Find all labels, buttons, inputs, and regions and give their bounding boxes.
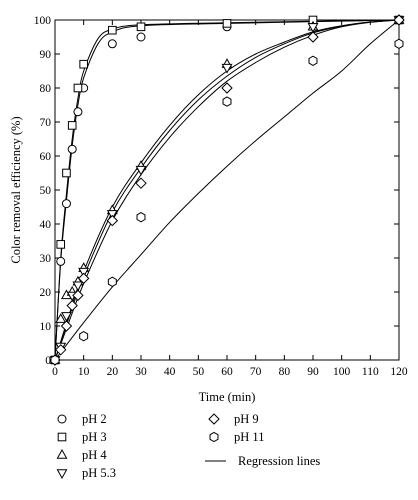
legend-label: pH 4 xyxy=(82,448,107,462)
marker-triangle-down xyxy=(78,267,90,278)
legend-label: pH 11 xyxy=(234,430,264,444)
y-tick-label: 60 xyxy=(40,151,52,163)
marker-triangle-down xyxy=(135,165,147,176)
marker-hexagon xyxy=(79,331,89,342)
marker-circle xyxy=(67,144,77,154)
marker-square xyxy=(73,83,83,93)
legend: pH 2 pH 3 pH 4 pH 5.3 pH 9 pH 11 Regression li… xyxy=(56,412,320,480)
x-tick-label: 10 xyxy=(78,366,90,378)
marker-diamond xyxy=(221,82,233,94)
y-tick-label: 100 xyxy=(34,15,52,27)
marker-square xyxy=(222,19,232,28)
x-tick-label: 80 xyxy=(279,366,291,378)
legend-label: pH 3 xyxy=(82,430,107,444)
marker-hexagon xyxy=(136,212,146,223)
y-tick-label: 20 xyxy=(40,287,52,299)
y-axis-title: Color removal efficiency (%) xyxy=(9,116,23,263)
x-tick-label: 90 xyxy=(307,366,319,378)
marker-hexagon xyxy=(394,38,404,49)
marker-square xyxy=(56,240,66,249)
marker-circle xyxy=(61,199,71,209)
marker-triangle-down xyxy=(307,23,319,33)
tick-labels: 0 10 20 30 40 50 60 70 80 90 100 110 120 0 10 20 30 40 50 6… xyxy=(34,15,408,378)
x-tick-label: 120 xyxy=(390,366,408,378)
x-tick-label: 40 xyxy=(164,366,176,378)
x-axis-title: Time (min) xyxy=(199,390,256,404)
marker-diamond xyxy=(77,272,90,285)
legend-marker xyxy=(208,413,220,425)
x-tick-label: 50 xyxy=(193,366,205,378)
marker-hexagon xyxy=(107,276,117,287)
x-tick-label: 110 xyxy=(362,366,379,378)
marker-diamond xyxy=(307,31,319,43)
x-tick-label: 30 xyxy=(135,366,147,378)
marker-hexagon xyxy=(222,96,232,107)
marker-circle xyxy=(136,32,146,42)
legend-label: pH 2 xyxy=(82,412,107,426)
marker-hexagon xyxy=(308,55,318,66)
y-tick-label: 10 xyxy=(40,321,52,333)
x-tick-label: 20 xyxy=(107,366,119,378)
legend-label-regression: Regression lines xyxy=(238,454,320,468)
y-tick-label: 30 xyxy=(40,253,52,265)
legend-label: pH 9 xyxy=(234,412,259,426)
legend-marker xyxy=(57,414,67,424)
y-tick-label: 50 xyxy=(40,185,52,197)
x-tick-label: 0 xyxy=(52,366,58,378)
marker-diamond xyxy=(66,299,78,312)
marker-diamond xyxy=(393,14,405,26)
marker-square xyxy=(136,22,146,32)
x-tick-label: 100 xyxy=(333,366,351,378)
y-tick-label: 70 xyxy=(40,117,52,129)
marker-diamond xyxy=(135,177,147,189)
marker-diamond xyxy=(55,344,67,356)
legend-marker xyxy=(56,469,68,480)
marker-diamond xyxy=(106,214,119,227)
marker-hexagon xyxy=(50,354,60,366)
marker-triangle-down xyxy=(72,281,84,292)
legend-marker xyxy=(56,448,68,459)
marker-square xyxy=(108,25,117,35)
marker-triangle-down xyxy=(61,312,72,322)
legend-marker xyxy=(57,432,67,442)
marker-triangle-down xyxy=(106,210,118,220)
marker-diamond xyxy=(60,320,73,332)
marker-square xyxy=(79,59,88,69)
marker-triangle-down xyxy=(221,63,233,74)
marker-circle xyxy=(107,39,117,49)
data-markers xyxy=(49,13,405,367)
y-tick-label: 40 xyxy=(40,219,52,231)
x-tick-label: 60 xyxy=(221,366,233,378)
legend-label: pH 5.3 xyxy=(82,466,116,480)
x-tick-label: 70 xyxy=(250,366,262,378)
y-tick-label: 0 xyxy=(45,355,51,367)
regression-line xyxy=(54,19,400,361)
marker-triangle-up xyxy=(55,313,67,323)
y-tick-label: 90 xyxy=(40,49,52,61)
marker-circle xyxy=(73,107,83,117)
marker-circle xyxy=(56,256,66,266)
legend-marker xyxy=(209,431,219,443)
y-tick-label: 80 xyxy=(40,83,52,95)
marker-square xyxy=(62,168,71,178)
marker-square xyxy=(67,121,77,130)
marker-diamond xyxy=(72,289,84,302)
